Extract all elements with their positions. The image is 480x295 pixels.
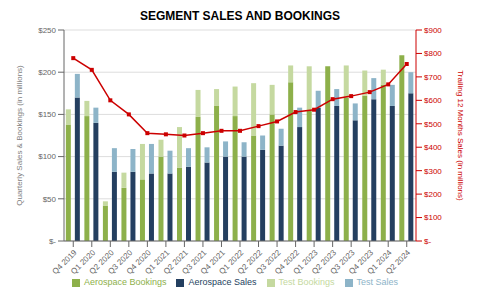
- svg-text:$100: $100: [424, 213, 442, 222]
- svg-text:$200: $200: [38, 68, 56, 77]
- svg-text:Q2 2022: Q2 2022: [235, 248, 264, 277]
- svg-text:$200: $200: [424, 190, 442, 199]
- svg-text:Trailing 12 Months Sales (in m: Trailing 12 Months Sales (in millions): [456, 70, 465, 201]
- svg-text:$250: $250: [38, 26, 56, 35]
- svg-text:$900: $900: [424, 26, 442, 35]
- svg-text:Q2 2023: Q2 2023: [310, 248, 339, 277]
- html-text:Aerospace Sales: Aerospace Sales: [188, 277, 257, 287]
- svg-text:Q1 2023: Q1 2023: [291, 248, 320, 277]
- svg-text:Q2 2024: Q2 2024: [384, 248, 412, 276]
- svg-text:Q3 2021: Q3 2021: [180, 248, 209, 277]
- svg-text:$500: $500: [424, 120, 442, 129]
- svg-text:Q1 2020: Q1 2020: [69, 248, 98, 277]
- svg-text:Q4 2019: Q4 2019: [50, 248, 79, 277]
- svg-text:$-: $-: [424, 237, 431, 246]
- svg-text:Q3 2020: Q3 2020: [106, 248, 135, 277]
- svg-text:Q2 2021: Q2 2021: [161, 248, 190, 277]
- svg-text:Q4 2021: Q4 2021: [198, 248, 227, 277]
- svg-text:Q3 2022: Q3 2022: [254, 248, 283, 277]
- svg-text:Q1 2022: Q1 2022: [217, 248, 246, 277]
- svg-text:$800: $800: [424, 49, 442, 58]
- html-text:Test Sales: Test Sales: [356, 277, 399, 287]
- svg-text:Q1 2021: Q1 2021: [143, 248, 172, 277]
- svg-text:Q2 2020: Q2 2020: [87, 248, 116, 277]
- svg-text:$50: $50: [43, 195, 57, 204]
- html-text:Aerospace Bookings: Aerospace Bookings: [83, 277, 167, 287]
- svg-text:$600: $600: [424, 96, 442, 105]
- svg-text:Q3 2023: Q3 2023: [328, 248, 357, 277]
- svg-text:$150: $150: [38, 110, 56, 119]
- svg-text:Q4 2023: Q4 2023: [347, 248, 376, 277]
- svg-text:Q4 2022: Q4 2022: [272, 248, 301, 277]
- svg-text:Q4 2020: Q4 2020: [124, 248, 153, 277]
- svg-text:$100: $100: [38, 152, 56, 161]
- svg-text:$-: $-: [49, 237, 56, 246]
- svg-text:$300: $300: [424, 167, 442, 176]
- html-text:SEGMENT SALES AND BOOKINGS: SEGMENT SALES AND BOOKINGS: [139, 9, 341, 23]
- svg-text:$400: $400: [424, 143, 442, 152]
- svg-text:Q1 2024: Q1 2024: [365, 248, 394, 277]
- svg-text:$700: $700: [424, 73, 442, 82]
- html-text:Test Bookings: Test Bookings: [278, 277, 335, 287]
- svg-text:Quarterly Sales & Bookings (in: Quarterly Sales & Bookings (in millions): [15, 65, 24, 206]
